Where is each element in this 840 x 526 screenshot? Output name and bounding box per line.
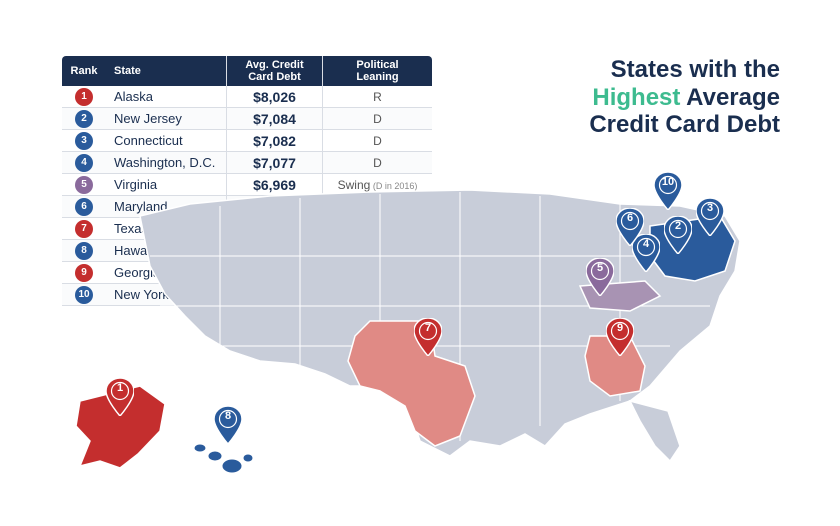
pin-number: 5 xyxy=(586,262,614,274)
us-map: 12345678910 xyxy=(70,186,790,486)
infographic-title: States with the Highest Average Credit C… xyxy=(589,56,780,139)
state-hawaii xyxy=(194,444,253,473)
header-rank: Rank xyxy=(62,60,106,82)
map-pin: 5 xyxy=(586,258,614,296)
pin-number: 9 xyxy=(606,322,634,334)
map-pin: 8 xyxy=(214,406,242,444)
cell-leaning: R xyxy=(322,85,432,109)
title-line-2: Highest Average xyxy=(589,84,780,112)
cell-leaning: D xyxy=(322,151,432,175)
pin-number: 10 xyxy=(654,176,682,188)
table-header: Rank State Avg. CreditCard Debt Politica… xyxy=(62,56,432,86)
pin-number: 1 xyxy=(106,382,134,394)
map-pin: 6 xyxy=(616,208,644,246)
rank-badge: 1 xyxy=(75,88,93,106)
map-pin: 3 xyxy=(696,198,724,236)
map-pin: 9 xyxy=(606,318,634,356)
title-highlight: Highest xyxy=(592,84,680,111)
title-suffix: Average xyxy=(680,84,780,111)
state-florida xyxy=(630,401,680,461)
cell-leaning: D xyxy=(322,107,432,131)
map-pin: 10 xyxy=(654,172,682,210)
pin-number: 6 xyxy=(616,212,644,224)
rank-badge: 4 xyxy=(75,154,93,172)
header-debt: Avg. CreditCard Debt xyxy=(226,56,322,86)
title-line-3: Credit Card Debt xyxy=(589,111,780,139)
map-pin: 7 xyxy=(414,318,442,356)
header-leaning: PoliticalLeaning xyxy=(322,56,432,86)
map-pin: 2 xyxy=(664,216,692,254)
cell-leaning: D xyxy=(322,129,432,153)
pin-number: 7 xyxy=(414,322,442,334)
map-pin: 1 xyxy=(106,378,134,416)
rank-badge: 3 xyxy=(75,132,93,150)
header-state: State xyxy=(106,60,226,82)
pin-number: 8 xyxy=(214,410,242,422)
title-line-1: States with the xyxy=(589,56,780,84)
pin-number: 3 xyxy=(696,202,724,214)
pin-number: 2 xyxy=(664,220,692,232)
rank-badge: 2 xyxy=(75,110,93,128)
title-prefix: States with the xyxy=(611,56,780,83)
